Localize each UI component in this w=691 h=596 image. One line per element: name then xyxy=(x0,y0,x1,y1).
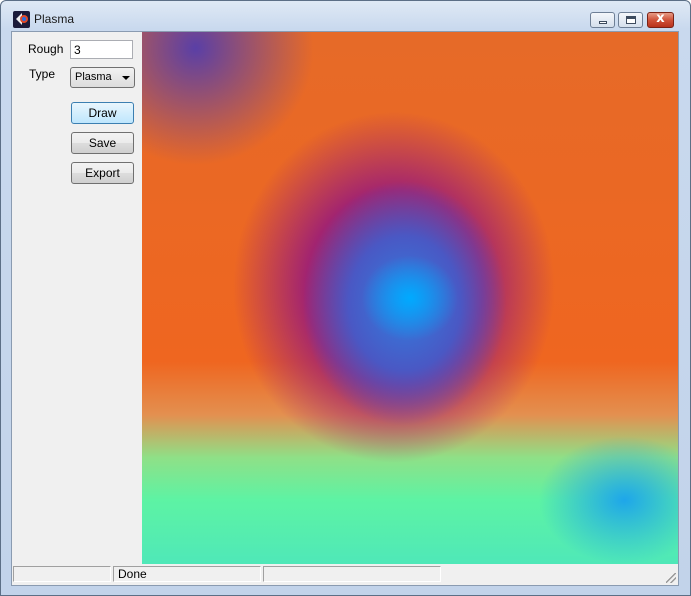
status-panel-1 xyxy=(13,566,111,582)
type-selected-value: Plasma xyxy=(75,71,112,83)
type-dropdown[interactable]: Plasma xyxy=(70,67,135,88)
status-panel-3 xyxy=(263,566,441,582)
draw-button[interactable]: Draw xyxy=(71,102,134,124)
save-button[interactable]: Save xyxy=(71,132,134,154)
minimize-button[interactable] xyxy=(590,12,615,28)
title-bar[interactable]: Plasma x xyxy=(1,1,690,31)
close-icon: x xyxy=(656,11,665,26)
maximize-button[interactable] xyxy=(618,12,643,28)
status-bar: Done xyxy=(12,564,678,585)
chevron-down-icon xyxy=(122,76,130,80)
client-area: Rough Type Plasma Draw Save Export Done xyxy=(11,31,679,586)
export-button[interactable]: Export xyxy=(71,162,134,184)
status-panel-2: Done xyxy=(113,566,261,582)
app-icon[interactable] xyxy=(13,11,30,28)
window-title: Plasma xyxy=(34,12,75,26)
rough-label: Rough xyxy=(28,42,64,56)
minimize-icon xyxy=(599,21,607,24)
type-label: Type xyxy=(29,67,56,81)
restore-icon xyxy=(626,16,636,24)
plasma-canvas[interactable] xyxy=(142,32,678,564)
rough-input[interactable] xyxy=(70,40,133,59)
close-button[interactable]: x xyxy=(647,11,674,28)
resize-grip-icon[interactable] xyxy=(666,573,676,583)
